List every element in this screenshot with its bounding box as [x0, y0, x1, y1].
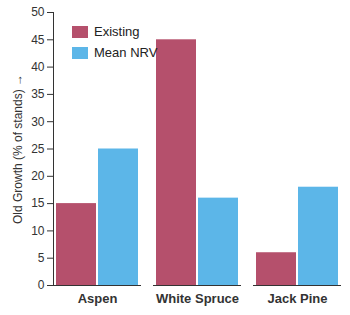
svg-text:35: 35 [31, 87, 45, 101]
svg-text:White Spruce: White Spruce [156, 291, 239, 306]
html-text:Mean NRV: Mean NRV [94, 45, 158, 60]
svg-text:40: 40 [31, 60, 45, 74]
svg-text:15: 15 [31, 196, 45, 210]
svg-text:Jack Pine: Jack Pine [268, 291, 328, 306]
svg-text:45: 45 [31, 33, 45, 47]
svg-text:Aspen: Aspen [78, 291, 118, 306]
svg-text:30: 30 [31, 115, 45, 129]
svg-text:Old Growth (% of stands) →: Old Growth (% of stands) → [11, 74, 25, 224]
svg-text:10: 10 [31, 224, 45, 238]
html-text:Existing: Existing [94, 24, 140, 39]
svg-text:50: 50 [31, 5, 45, 19]
svg-text:0: 0 [38, 278, 45, 292]
svg-text:25: 25 [31, 142, 45, 156]
svg-text:20: 20 [31, 169, 45, 183]
svg-text:5: 5 [38, 251, 45, 265]
